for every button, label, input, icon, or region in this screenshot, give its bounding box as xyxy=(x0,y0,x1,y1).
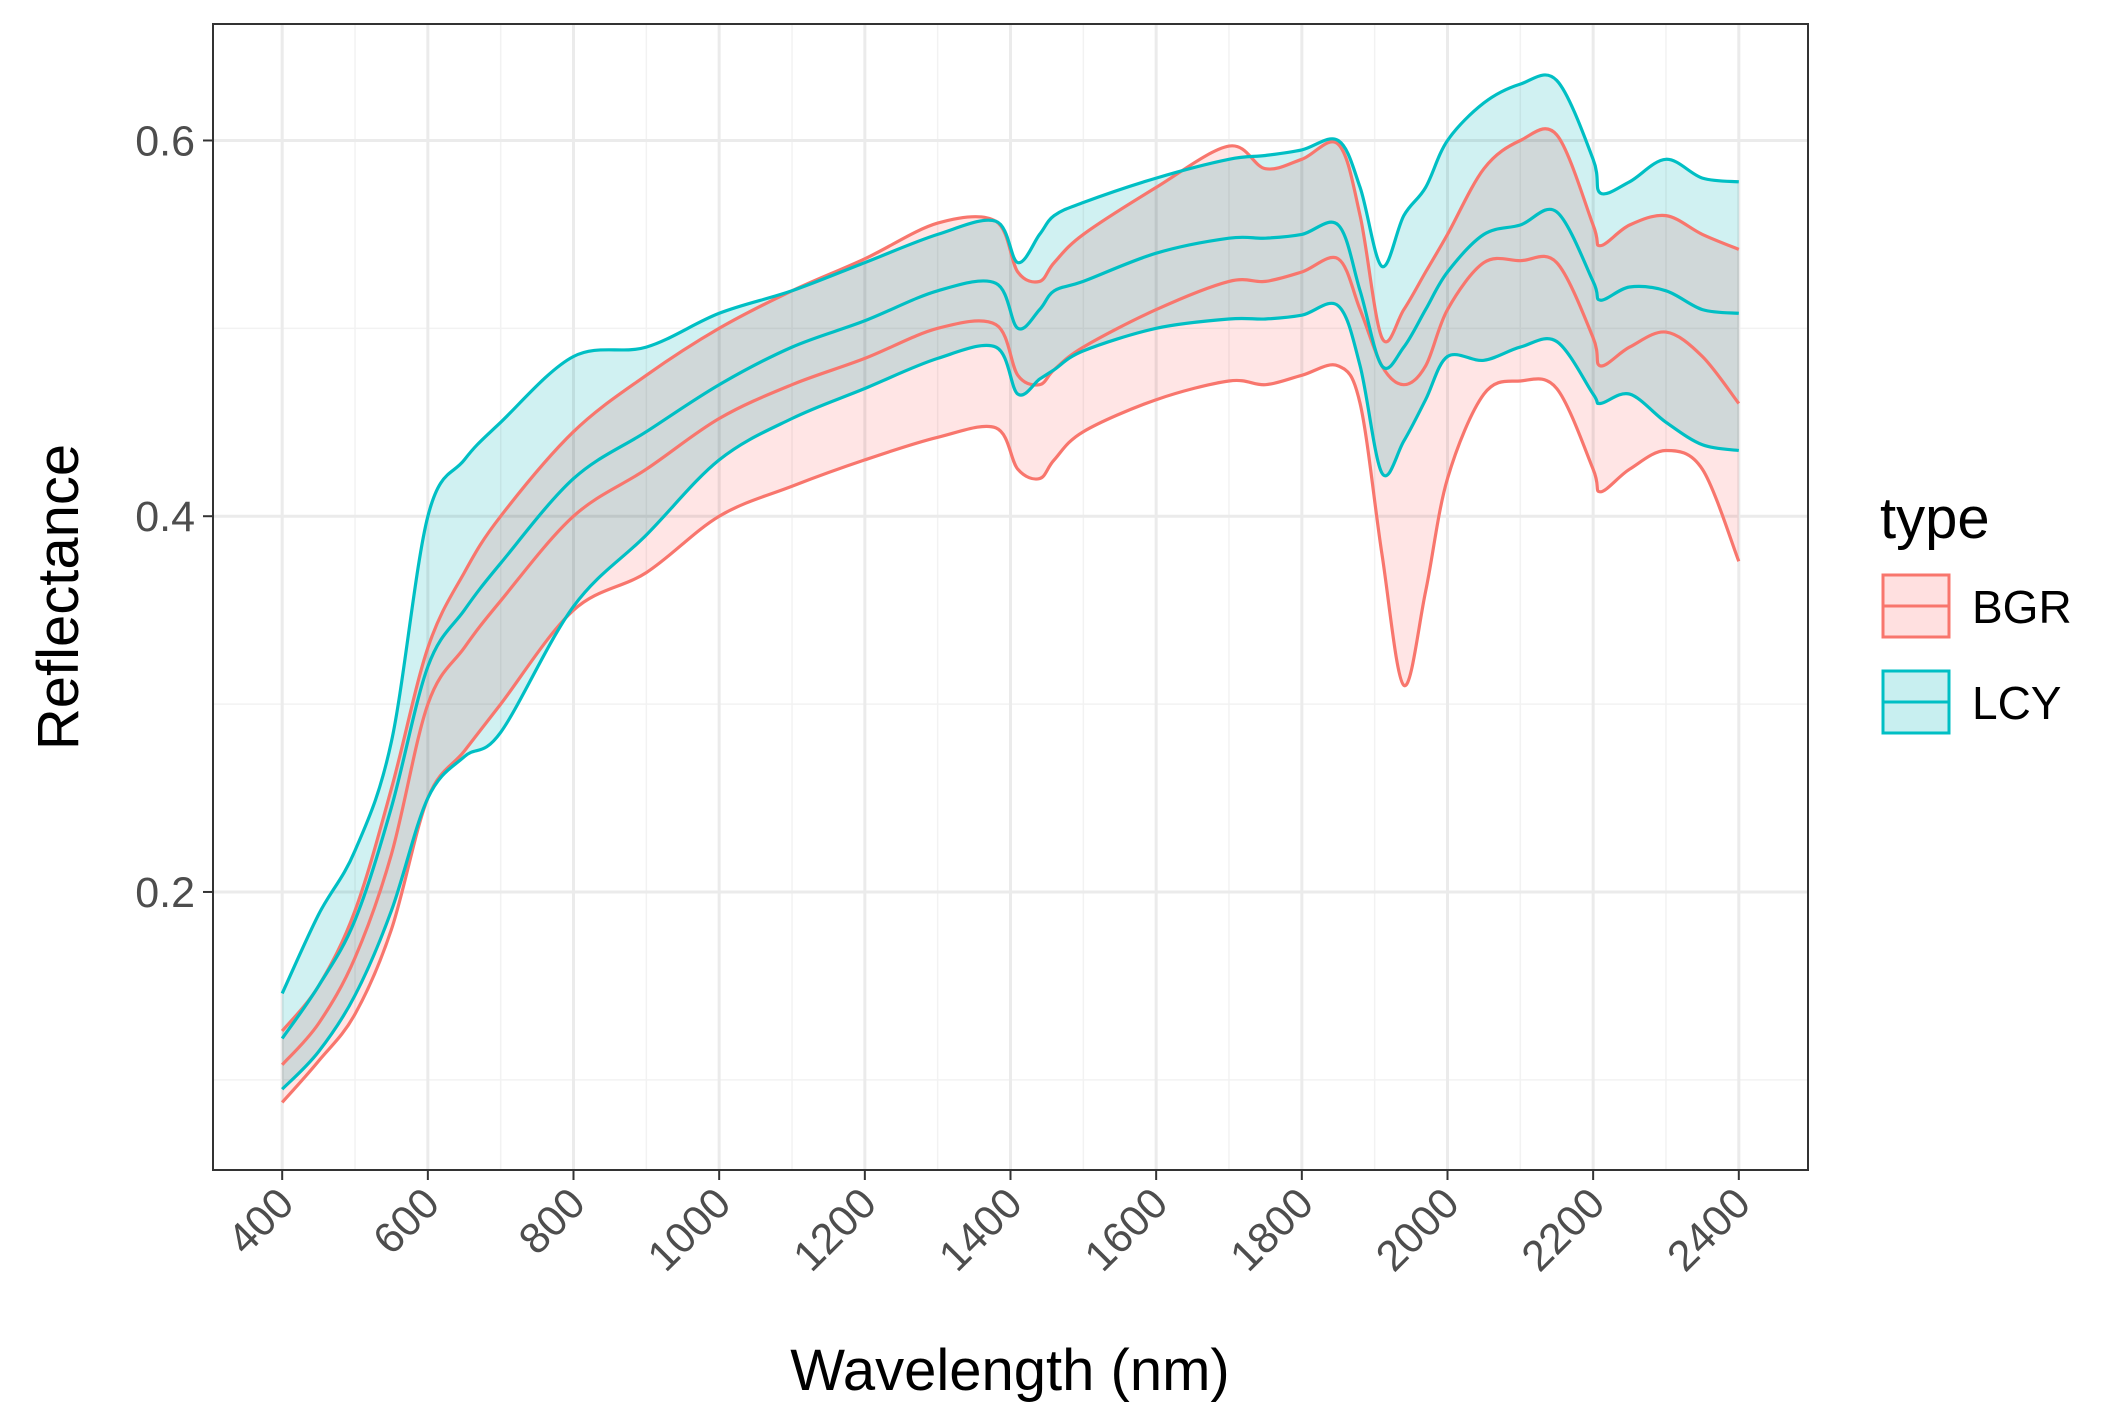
x-axis-title: Wavelength (nm) xyxy=(790,1338,1229,1403)
series-lines xyxy=(280,73,1741,1104)
y-axis: 0.2 0.4 0.6 xyxy=(135,117,213,917)
y-tick-label: 0.2 xyxy=(135,869,195,917)
legend-title: type xyxy=(1880,486,1990,551)
line-bgr-mean xyxy=(281,254,1741,1066)
legend-label-bgr: BGR xyxy=(1972,581,2072,633)
line-lcy-mean xyxy=(280,207,1739,1040)
y-axis-title: Reflectance xyxy=(26,444,91,750)
line-lcy-upper xyxy=(280,73,1739,995)
line-lcy-lower xyxy=(281,301,1740,1091)
ribbon-lcy xyxy=(282,74,1739,1090)
y-tick-label: 0.6 xyxy=(135,117,195,165)
legend: type BGR LCY xyxy=(1880,486,2072,735)
line-bgr-lower xyxy=(281,363,1741,1104)
legend-label-lcy: LCY xyxy=(1972,677,2061,729)
line-bgr-upper xyxy=(280,127,1740,1033)
y-tick-label: 0.4 xyxy=(135,493,195,541)
ribbons xyxy=(282,74,1739,1103)
